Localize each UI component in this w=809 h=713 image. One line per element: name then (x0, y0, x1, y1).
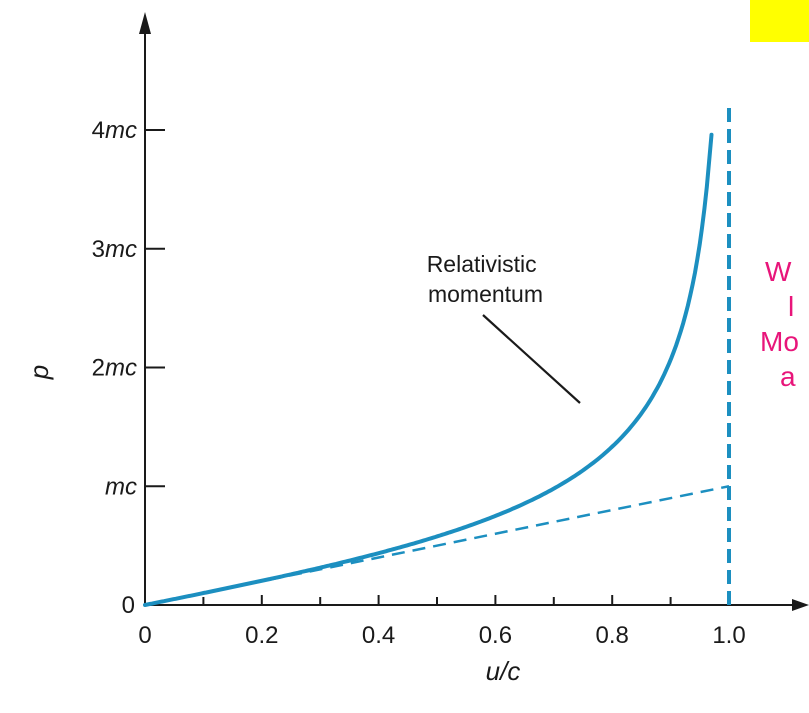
clipped-text-line-1: W (765, 256, 792, 287)
y-axis-arrow (139, 12, 151, 34)
clipped-text-line-3: Mo (760, 326, 799, 357)
x-tick-label: 0.6 (479, 622, 512, 649)
clipped-text-line-4: a (780, 361, 796, 392)
curve-label-line-2: momentum (428, 281, 543, 307)
x-tick-label: 0.8 (596, 622, 629, 649)
classical-momentum-line (144, 485, 730, 607)
y-tick-label: 4mc (92, 117, 137, 144)
relativistic-momentum-curve (143, 132, 714, 607)
x-tick-label: 1.0 (712, 622, 745, 649)
x-tick-label: 0.4 (362, 622, 395, 649)
series-layer (143, 105, 731, 607)
curve-label-leader (482, 314, 581, 404)
highlight-box (750, 0, 809, 42)
x-axis-arrow (792, 599, 809, 611)
curve-label-line-1: Relativistic (427, 251, 537, 277)
ticks-layer: 0 0.2 0.4 0.6 0.8 1.0 0 mc 2mc 3mc 4mc (92, 117, 746, 649)
y-axis-title: p (24, 365, 54, 380)
y-tick-label: 3mc (92, 236, 137, 263)
axes (139, 12, 809, 611)
relativistic-momentum-label: Relativistic momentum (427, 251, 543, 307)
clipped-side-text: W l Mo a (760, 256, 799, 392)
y-tick-label: 0 (122, 592, 135, 619)
x-axis-title: u/c (486, 656, 521, 686)
x-tick-label: 0.2 (245, 622, 278, 649)
y-tick-label: 2mc (92, 355, 137, 382)
clipped-text-line-2: l (788, 291, 794, 322)
y-tick-label: mc (105, 473, 137, 500)
x-tick-label: 0 (138, 622, 151, 649)
